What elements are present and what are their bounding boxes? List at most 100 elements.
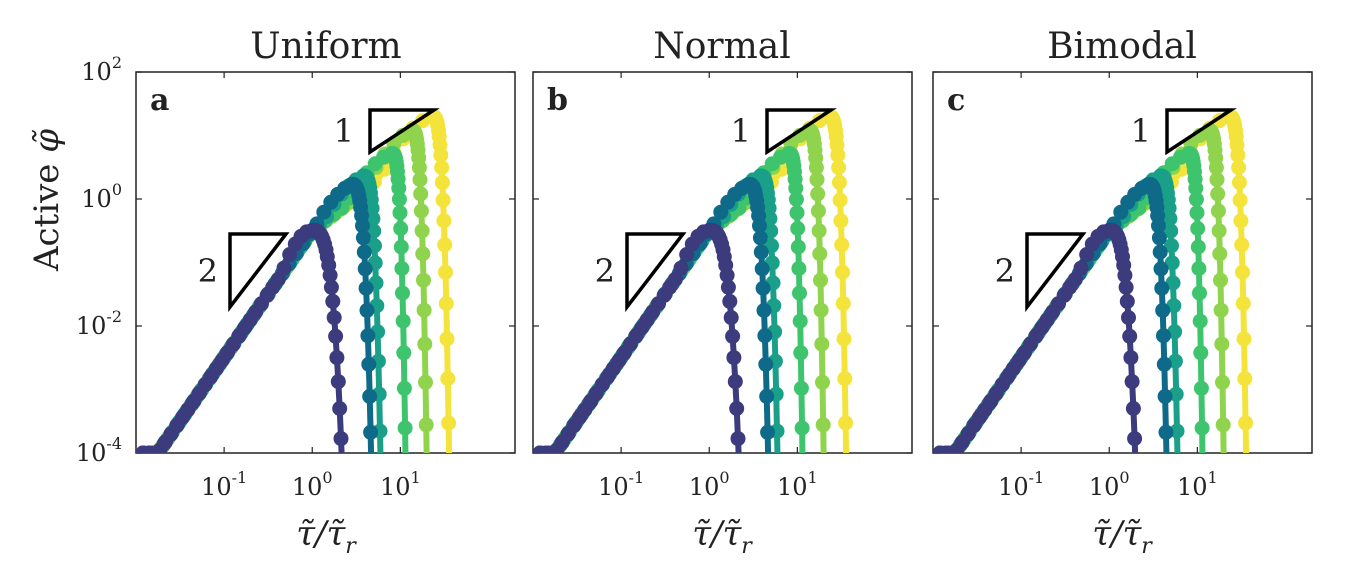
slope-label-2: 2 <box>595 252 615 290</box>
x-axis-label-a: τ̃/τ̃r <box>296 514 357 559</box>
series-line-s3 <box>940 173 1181 453</box>
series-point-s6 <box>433 147 449 163</box>
slope-triangle-2 <box>1025 232 1087 313</box>
series-point-s5 <box>1214 336 1230 352</box>
series-point-s5 <box>413 203 429 219</box>
series-point-s2 <box>757 328 773 344</box>
slope-triangle-2 <box>625 232 687 313</box>
series-point-s6 <box>1238 415 1254 431</box>
series-point-s2 <box>753 244 769 260</box>
series-point-s2 <box>355 230 371 246</box>
series-point-s1 <box>330 374 346 390</box>
series-point-s5 <box>810 203 826 219</box>
series-point-s1 <box>1073 260 1089 276</box>
series-point-s6 <box>441 415 457 431</box>
series-point-s6 <box>830 147 846 163</box>
x-tick-exp: -1 <box>1029 468 1045 487</box>
series-point-s5 <box>1213 272 1228 288</box>
x-tick-exp: 0 <box>322 468 332 487</box>
series-point-s3 <box>1169 423 1185 439</box>
series-point-s5 <box>815 374 830 390</box>
series-point-s1 <box>1124 374 1140 390</box>
x-tick-exp: 1 <box>411 468 421 487</box>
series-point-s5 <box>813 302 829 318</box>
series-point-s4 <box>791 261 807 276</box>
series-point-s2 <box>759 388 775 404</box>
series-point-s2 <box>355 218 370 234</box>
series-point-s2 <box>357 261 373 277</box>
slope-label-2: 2 <box>198 252 218 290</box>
series-point-s1 <box>673 260 689 276</box>
series-point-s4 <box>1190 221 1206 236</box>
series-point-s6 <box>836 331 852 347</box>
series-point-s4 <box>793 380 809 396</box>
series-point-s1 <box>326 310 342 326</box>
x-tick-base: 10 <box>777 473 808 501</box>
series-point-s1 <box>720 279 736 295</box>
series-point-s6 <box>442 484 457 499</box>
series-line-s1 <box>939 227 1139 453</box>
series-point-s2 <box>761 465 776 480</box>
series-point-s5 <box>1210 203 1226 219</box>
series-point-s3 <box>1162 211 1178 227</box>
series-point-s2 <box>752 230 768 246</box>
series-point-s4 <box>794 420 810 436</box>
series-point-s4 <box>1191 261 1207 276</box>
panel-title-bimodal: Bimodal <box>1047 26 1197 67</box>
series-point-s6 <box>435 192 451 208</box>
series-point-s1 <box>732 484 747 499</box>
x-axis-label-b: τ̃/τ̃r <box>692 514 753 559</box>
series-point-s2 <box>761 484 776 499</box>
series-point-s2 <box>364 484 379 499</box>
series-point-s6 <box>839 465 854 480</box>
series-point-s6 <box>437 237 453 253</box>
series-point-s2 <box>362 388 378 404</box>
series-point-s1 <box>1122 328 1138 344</box>
series-point-s2 <box>752 218 767 234</box>
y-tick-label: 102 <box>81 53 122 86</box>
series-point-s2 <box>359 302 375 318</box>
slope-label-1: 1 <box>334 112 354 150</box>
series-point-s1 <box>1118 279 1134 295</box>
x-tick-exp: 0 <box>719 468 729 487</box>
series-point-s2 <box>1156 356 1172 372</box>
axes-frame <box>932 71 1313 454</box>
series-point-s4 <box>397 420 413 436</box>
series-point-s4 <box>788 180 804 196</box>
series-point-s2 <box>1159 465 1174 480</box>
series-point-s1 <box>1128 465 1143 480</box>
series-point-s6 <box>1239 484 1254 499</box>
x-tick-label: 100 <box>1089 468 1130 501</box>
slope-triangle-1 <box>765 108 837 156</box>
series-point-s5 <box>418 374 433 390</box>
slope-triangle-1 <box>1165 108 1237 156</box>
series-point-s6 <box>1236 331 1252 347</box>
series-point-s4 <box>1190 239 1206 255</box>
series-point-s1 <box>1117 267 1133 283</box>
series-point-s1 <box>323 279 339 295</box>
series-point-s5 <box>814 336 830 352</box>
series-point-s1 <box>1067 271 1083 287</box>
series-point-s3 <box>1163 223 1179 239</box>
series-point-s5 <box>416 272 431 288</box>
series-point-s6 <box>442 465 457 480</box>
series-point-s2 <box>758 356 774 372</box>
axes-frame <box>532 71 913 454</box>
x-tick-label: 10-1 <box>201 468 247 501</box>
series-point-s5 <box>1215 417 1231 433</box>
series-point-s2 <box>1154 280 1170 296</box>
series-point-s4 <box>788 191 804 207</box>
series-point-s6 <box>1235 296 1251 311</box>
series-point-s4 <box>396 380 412 396</box>
panel-letter: b <box>547 83 568 118</box>
axes-frame <box>135 71 516 454</box>
series-point-s1 <box>325 293 341 309</box>
x-axis-label-sub-c: r <box>1141 534 1153 559</box>
series-point-s4 <box>391 191 407 207</box>
y-tick-base: 10 <box>76 439 107 467</box>
panel-title-uniform: Uniform <box>250 26 401 67</box>
slope-label-1: 1 <box>1131 112 1151 150</box>
series-point-s4 <box>393 221 409 236</box>
